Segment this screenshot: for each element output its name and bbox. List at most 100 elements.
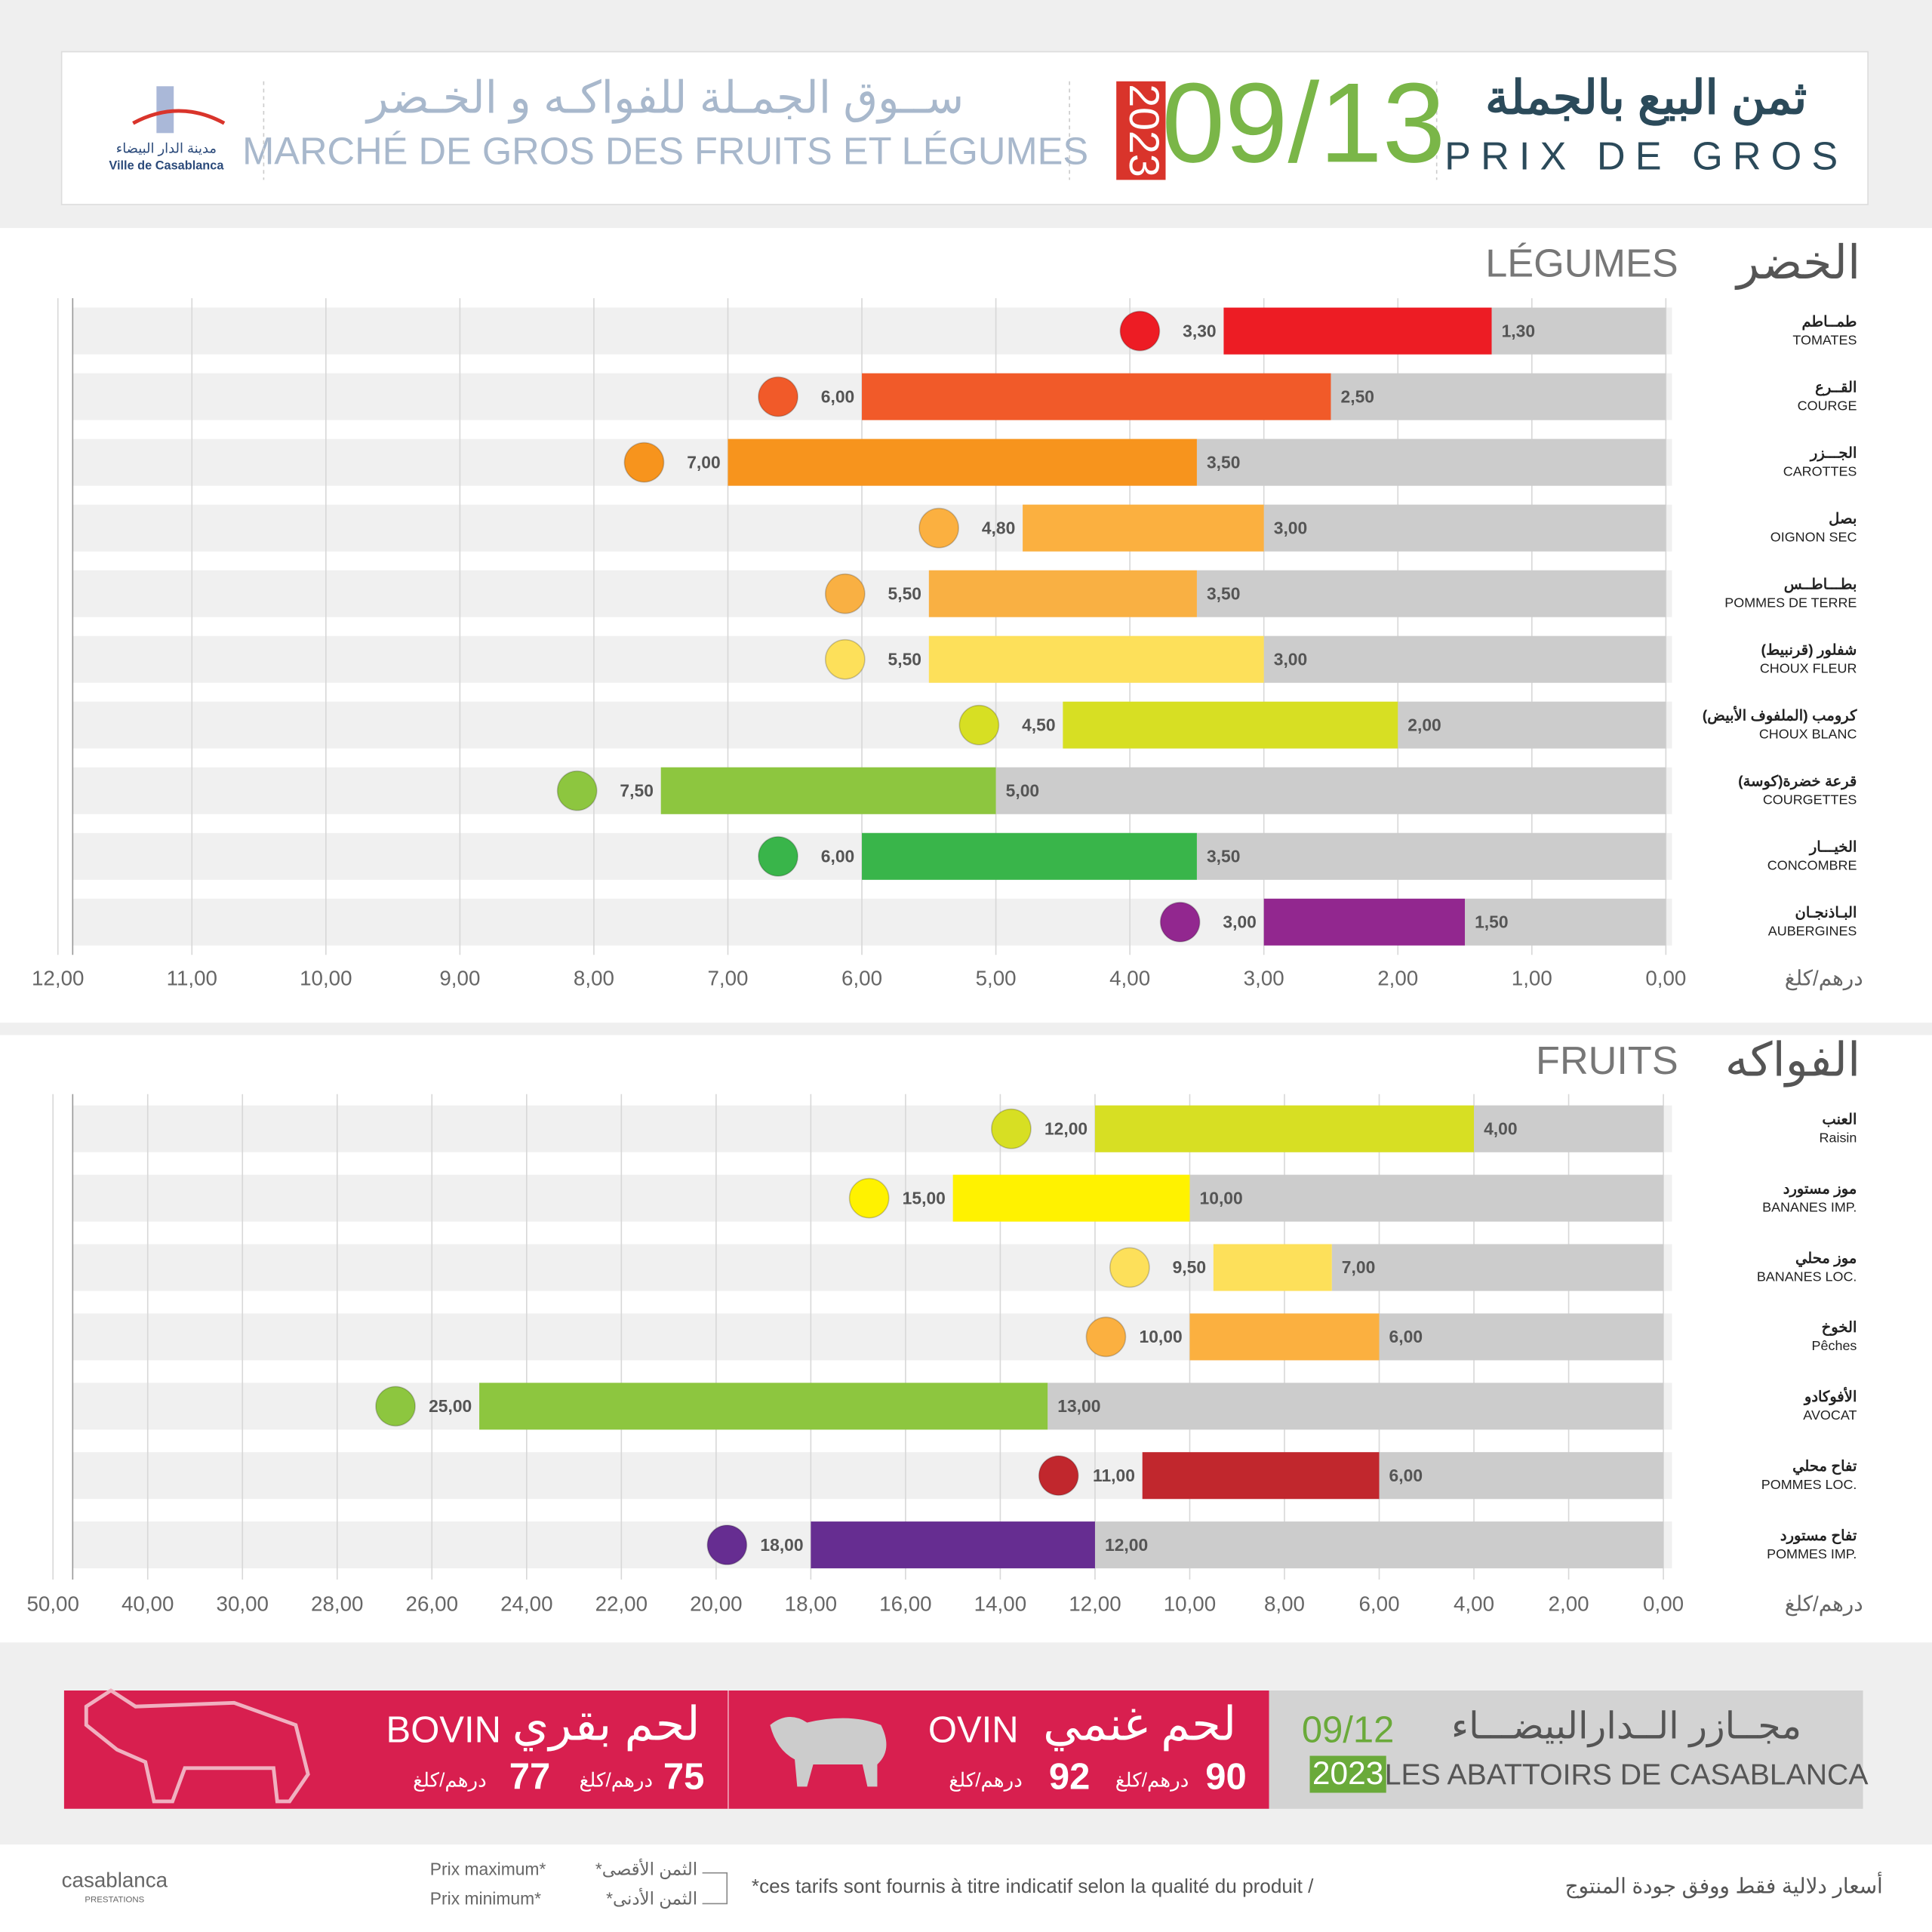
label-stripe	[1675, 1521, 1873, 1569]
logo-mark	[156, 86, 174, 134]
x-tick-label: 26,00	[406, 1592, 458, 1616]
category-label: POMMES LOC.	[1761, 1477, 1857, 1492]
brand-sub: PRESTATIONS	[85, 1896, 144, 1905]
range-bar	[1094, 1105, 1475, 1152]
legend-bracket	[702, 1872, 728, 1905]
min-bar	[1398, 701, 1666, 749]
meat-min: 90	[1205, 1756, 1246, 1797]
max-label: 6,00	[821, 386, 854, 406]
x-tick-label: 4,00	[1109, 966, 1150, 989]
label-stripe	[1675, 438, 1873, 486]
label-stripe	[1675, 1313, 1873, 1361]
x-tick-label: 1,00	[1512, 966, 1552, 989]
header-title-fr: PRIX DE GROS	[1444, 134, 1847, 178]
meat-name-fr: OVIN	[928, 1709, 1019, 1750]
range-bar	[928, 635, 1264, 683]
category-label: CHOUX BLANC	[1759, 727, 1857, 742]
produce-icon	[556, 770, 598, 811]
category-label-ar: قرعة خضرة(كوسة)	[1738, 773, 1857, 790]
label-stripe	[1675, 1244, 1873, 1291]
meat-name-ar: لحم غنمي	[1043, 1698, 1236, 1751]
min-bar	[1094, 1521, 1664, 1569]
min-label: 3,50	[1207, 452, 1240, 472]
max-label: 4,80	[982, 518, 1015, 537]
x-tick-label: 3,00	[1244, 966, 1284, 989]
produce-icon	[958, 704, 1000, 746]
meat-name-fr: BOVIN	[386, 1709, 501, 1750]
meat-max: 77	[509, 1756, 550, 1797]
min-bar	[1331, 1244, 1664, 1291]
x-tick-label: 10,00	[1164, 1592, 1216, 1616]
category-label-ar: موز محلي	[1795, 1250, 1857, 1267]
label-stripe	[1675, 1383, 1873, 1430]
category-label-ar: شفلور (قرنبيط)	[1761, 641, 1857, 659]
category-label: Raisin	[1820, 1131, 1857, 1146]
min-label: 12,00	[1105, 1535, 1148, 1555]
min-bar	[1379, 1313, 1664, 1361]
label-stripe	[1675, 635, 1873, 683]
abattoir-fr: LES ABATTOIRS DE CASABLANCA	[1385, 1759, 1869, 1792]
label-stripe	[1675, 504, 1873, 552]
range-bar	[952, 1174, 1190, 1222]
footer-panel	[0, 1844, 1932, 1932]
label-stripe	[1675, 307, 1873, 355]
x-tick-label: 22,00	[595, 1592, 648, 1616]
label-stripe	[1675, 373, 1873, 420]
x-tick-label: 24,00	[500, 1592, 552, 1616]
min-label: 3,00	[1274, 649, 1307, 669]
city-fr: Ville de Casablanca	[109, 159, 224, 173]
category-label-ar: تفاح مستورد	[1780, 1527, 1857, 1545]
year-box	[1309, 1755, 1386, 1793]
x-tick-label: 50,00	[26, 1592, 78, 1616]
meat-unit: درهم/كلغ	[413, 1769, 487, 1792]
max-label: 12,00	[1044, 1118, 1088, 1138]
label-stripe	[1675, 1174, 1873, 1222]
max-label: 3,00	[1223, 912, 1256, 931]
meat-min: 75	[663, 1756, 704, 1797]
produce-icon	[918, 507, 959, 549]
note-fr: *ces tarifs sont fournis à titre indicat…	[752, 1875, 1314, 1897]
meat-unit: درهم/كلغ	[949, 1769, 1023, 1792]
meat-banner	[63, 1690, 1269, 1809]
max-label: 5,50	[888, 583, 921, 603]
market-fr: MARCHÉ DE GROS DES FRUITS ET LÉGUMES	[242, 129, 1088, 172]
produce-icon	[758, 835, 798, 877]
min-label: 3,50	[1207, 846, 1240, 866]
category-label: Pêches	[1812, 1338, 1857, 1353]
max-label: 15,00	[903, 1188, 946, 1208]
category-label: CHOUX FLEUR	[1760, 661, 1857, 676]
min-bar	[1331, 373, 1666, 420]
x-tick-label: 2,00	[1549, 1592, 1589, 1616]
produce-icon	[1119, 310, 1161, 352]
min-bar	[1196, 832, 1666, 880]
min-bar	[1263, 635, 1666, 683]
meat-year: 2023	[1312, 1755, 1383, 1791]
category-label: POMMES DE TERRE	[1724, 595, 1857, 610]
label-stripe	[1675, 898, 1873, 946]
min-bar	[1196, 438, 1666, 486]
label-stripe	[1675, 832, 1873, 880]
min-label: 3,50	[1207, 583, 1240, 603]
charts: الخضر LÉGUMES درهم/كلغ 0,00 1,00 2,00 3,00 4,00…	[26, 237, 1873, 1617]
range-bar	[928, 570, 1197, 617]
produce-icon	[824, 638, 866, 680]
section-title-fr: FRUITS	[1536, 1039, 1678, 1083]
meat-name-ar: لحم بقري	[512, 1698, 700, 1752]
range-bar	[862, 832, 1197, 880]
note-ar: أسعار دلالية فقط ووفق جودة المنتوج	[1565, 1872, 1883, 1899]
category-label: BANANES LOC.	[1757, 1269, 1857, 1284]
min-label: 10,00	[1200, 1188, 1243, 1208]
meat-unit: درهم/كلغ	[1115, 1769, 1189, 1792]
range-bar	[1023, 504, 1264, 552]
year-box	[1116, 81, 1166, 180]
max-label: 25,00	[429, 1396, 472, 1416]
x-tick-label: 8,00	[574, 966, 614, 989]
header-box	[60, 51, 1869, 205]
meat-max: 92	[1049, 1756, 1090, 1797]
category-label: BANANES IMP.	[1762, 1199, 1857, 1214]
produce-icon	[758, 376, 798, 417]
min-bar	[1189, 1174, 1664, 1222]
category-label-ar: تفاح محلي	[1792, 1458, 1857, 1475]
x-tick-label: 5,00	[976, 966, 1017, 989]
range-bar	[811, 1521, 1095, 1569]
